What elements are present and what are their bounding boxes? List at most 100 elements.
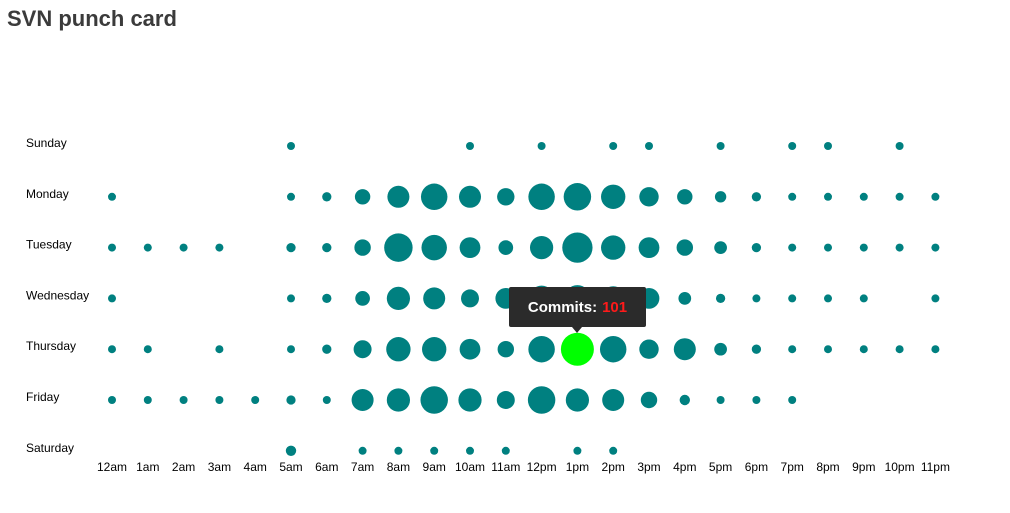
punch-dot-monday-4pm[interactable] — [677, 189, 693, 205]
punch-dot-saturday-1pm[interactable] — [573, 446, 582, 455]
punch-dot-monday-2pm[interactable] — [601, 184, 626, 209]
punch-dot-sunday-8pm[interactable] — [824, 142, 832, 150]
punch-dot-tuesday-1am[interactable] — [143, 243, 152, 252]
punch-dot-thursday-10pm[interactable] — [895, 345, 904, 354]
punch-dot-tuesday-8am[interactable] — [384, 233, 413, 262]
punch-dot-friday-8am[interactable] — [386, 388, 411, 412]
punch-dot-sunday-10am[interactable] — [466, 142, 474, 150]
punch-dot-thursday-5am[interactable] — [287, 345, 295, 354]
punch-dot-thursday-11am[interactable] — [497, 340, 515, 358]
punch-dot-tuesday-9pm[interactable] — [859, 243, 868, 252]
punch-dot-tuesday-2pm[interactable] — [601, 235, 626, 260]
punch-dot-saturday-5am[interactable] — [285, 445, 297, 456]
punch-dot-friday-12pm[interactable] — [527, 386, 556, 414]
punch-dot-monday-7am[interactable] — [354, 189, 371, 205]
punch-dot-tuesday-6pm[interactable] — [751, 242, 762, 253]
punch-dot-friday-5pm[interactable] — [716, 396, 725, 404]
punch-dot-friday-3pm[interactable] — [640, 391, 658, 409]
punch-dot-tuesday-1pm[interactable] — [562, 232, 593, 263]
punch-dot-tuesday-11pm[interactable] — [931, 243, 940, 252]
punch-dot-friday-1pm[interactable] — [565, 388, 590, 412]
punch-dot-tuesday-11am[interactable] — [498, 240, 514, 255]
punch-dot-wednesday-12am[interactable] — [108, 294, 116, 303]
punch-dot-wednesday-8am[interactable] — [386, 286, 411, 311]
punch-dot-tuesday-2am[interactable] — [179, 243, 188, 252]
punch-dot-friday-12am[interactable] — [108, 396, 116, 404]
punch-dot-thursday-3pm[interactable] — [639, 339, 659, 359]
punch-dot-wednesday-6pm[interactable] — [752, 294, 761, 303]
punch-dot-friday-6am[interactable] — [322, 396, 331, 404]
punch-dot-sunday-3pm[interactable] — [645, 142, 653, 150]
punch-dot-thursday-7am[interactable] — [353, 340, 372, 359]
punch-dot-tuesday-12pm[interactable] — [529, 235, 554, 260]
punch-dot-monday-7pm[interactable] — [788, 192, 797, 201]
punch-dot-wednesday-9pm[interactable] — [859, 294, 868, 303]
punch-dot-wednesday-9am[interactable] — [423, 287, 446, 310]
punch-dot-thursday-9am[interactable] — [422, 337, 447, 362]
punch-dot-sunday-5am[interactable] — [287, 142, 295, 150]
punch-dot-thursday-4pm[interactable] — [673, 338, 696, 361]
punch-dot-thursday-5pm[interactable] — [714, 342, 727, 356]
punch-dot-thursday-7pm[interactable] — [788, 345, 797, 354]
punch-dot-thursday-1am[interactable] — [143, 345, 152, 354]
punch-dot-wednesday-7am[interactable] — [355, 291, 370, 306]
punch-dot-monday-6am[interactable] — [322, 192, 332, 202]
punch-dot-friday-7pm[interactable] — [788, 396, 797, 404]
punch-dot-monday-10am[interactable] — [458, 185, 482, 208]
punch-dot-saturday-7am[interactable] — [358, 446, 367, 455]
punch-dot-thursday-12am[interactable] — [108, 345, 116, 354]
punch-dot-monday-11pm[interactable] — [931, 192, 940, 201]
punch-dot-friday-6pm[interactable] — [752, 396, 761, 404]
punch-dot-monday-8pm[interactable] — [824, 192, 832, 201]
punch-dot-thursday-6am[interactable] — [322, 344, 332, 354]
punch-dot-thursday-6pm[interactable] — [751, 344, 762, 354]
punch-dot-thursday-11pm[interactable] — [931, 345, 940, 354]
punch-dot-tuesday-7am[interactable] — [354, 239, 371, 256]
punch-dot-sunday-7pm[interactable] — [788, 142, 797, 150]
punch-dot-saturday-10am[interactable] — [466, 446, 474, 455]
punch-dot-wednesday-7pm[interactable] — [788, 294, 797, 303]
punch-dot-saturday-11am[interactable] — [501, 446, 510, 455]
punch-dot-saturday-9am[interactable] — [430, 446, 439, 455]
punch-dot-wednesday-11pm[interactable] — [931, 294, 940, 303]
punch-dot-tuesday-5am[interactable] — [286, 242, 296, 253]
punch-dot-friday-9am[interactable] — [420, 386, 448, 414]
punch-dot-wednesday-6am[interactable] — [322, 293, 332, 304]
punch-dot-friday-1am[interactable] — [143, 396, 152, 404]
punch-dot-monday-11am[interactable] — [497, 188, 515, 206]
punch-dot-saturday-2pm[interactable] — [609, 446, 618, 455]
punch-dot-sunday-2pm[interactable] — [609, 142, 618, 150]
punch-dot-tuesday-3am[interactable] — [215, 243, 224, 252]
punch-dot-friday-5am[interactable] — [286, 395, 296, 405]
punch-dot-friday-3am[interactable] — [215, 396, 224, 404]
punch-dot-monday-9pm[interactable] — [859, 192, 868, 201]
punch-dot-wednesday-8pm[interactable] — [824, 294, 832, 303]
punch-dot-thursday-12pm[interactable] — [528, 335, 555, 363]
punch-dot-friday-7am[interactable] — [351, 388, 374, 412]
punch-dot-friday-11am[interactable] — [496, 391, 515, 409]
punch-dot-tuesday-8pm[interactable] — [824, 243, 832, 252]
punch-dot-tuesday-10pm[interactable] — [895, 243, 904, 252]
punch-dot-wednesday-5am[interactable] — [287, 294, 295, 303]
punch-dot-wednesday-10am[interactable] — [461, 289, 479, 308]
punch-dot-tuesday-7pm[interactable] — [788, 243, 797, 252]
punch-dot-tuesday-9am[interactable] — [421, 234, 447, 261]
punch-dot-monday-10pm[interactable] — [895, 192, 904, 201]
punch-dot-monday-1pm[interactable] — [563, 183, 592, 211]
punch-dot-saturday-8am[interactable] — [394, 446, 403, 455]
punch-dot-thursday-8am[interactable] — [386, 337, 411, 362]
punch-dot-tuesday-6am[interactable] — [322, 242, 332, 253]
punch-dot-wednesday-5pm[interactable] — [715, 293, 726, 304]
punch-dot-monday-6pm[interactable] — [751, 192, 762, 202]
punch-dot-thursday-2pm[interactable] — [599, 335, 627, 363]
punch-dot-thursday-9pm[interactable] — [859, 345, 868, 354]
punch-dot-thursday-10am[interactable] — [459, 338, 481, 360]
punch-dot-thursday-3am[interactable] — [215, 345, 224, 354]
punch-dot-monday-5pm[interactable] — [714, 191, 727, 203]
punch-dot-tuesday-12am[interactable] — [108, 243, 116, 252]
punch-dot-tuesday-5pm[interactable] — [714, 241, 727, 254]
punch-dot-monday-8am[interactable] — [387, 185, 410, 208]
punch-dot-monday-9am[interactable] — [420, 183, 448, 211]
punch-dot-monday-12pm[interactable] — [528, 183, 555, 211]
punch-dot-friday-10am[interactable] — [458, 388, 482, 412]
